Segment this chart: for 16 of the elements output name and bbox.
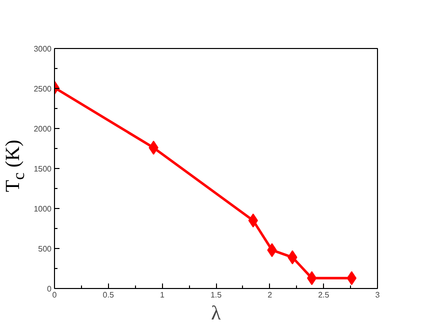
x-axis-title: λ xyxy=(211,302,222,324)
y-tick-label: 2000 xyxy=(34,124,52,134)
y-tick-label: 2500 xyxy=(34,84,52,94)
x-tick-label: 1 xyxy=(160,290,165,300)
y-tick-label: 0 xyxy=(47,284,52,294)
y-tick-label: 3000 xyxy=(34,44,52,54)
x-tick-label: 2 xyxy=(268,290,273,300)
x-tick-label: 3 xyxy=(375,290,380,300)
point xyxy=(306,271,317,286)
y-tick-label: 500 xyxy=(38,244,52,254)
y-tick-label: 1500 xyxy=(34,164,52,174)
x-tick-label: 0.5 xyxy=(102,290,114,300)
x-tick-label: 1.5 xyxy=(210,290,222,300)
y-tick-label: 1000 xyxy=(34,204,52,214)
x-tick-label: 2.5 xyxy=(318,290,330,300)
point xyxy=(248,214,258,228)
